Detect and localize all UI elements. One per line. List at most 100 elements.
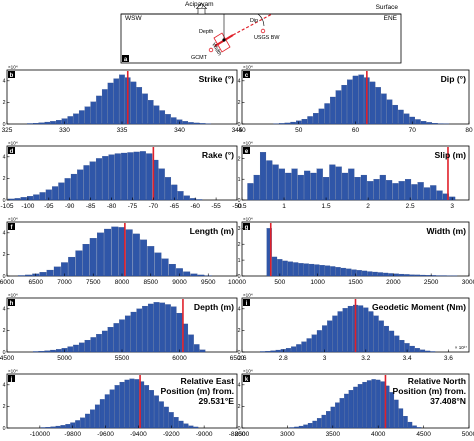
bar — [55, 425, 61, 429]
y-tick-label: 4 — [3, 155, 6, 161]
bar — [373, 179, 380, 201]
bar — [114, 153, 121, 201]
x-tick-label: 345 — [232, 127, 243, 134]
y-tick-label: 2 — [238, 100, 241, 106]
chart-title: Depth (m) — [194, 302, 234, 312]
bar — [101, 89, 108, 125]
town-label: Acipayam — [185, 1, 214, 8]
bar — [407, 421, 413, 429]
bar — [8, 198, 15, 201]
bar — [327, 320, 333, 353]
bar — [362, 381, 367, 429]
bar — [64, 178, 71, 201]
panel-label-box — [122, 55, 129, 62]
bar — [362, 270, 368, 277]
bar — [311, 334, 317, 353]
schematic-frame — [120, 13, 402, 64]
bar — [107, 82, 114, 125]
bar — [271, 256, 278, 277]
bar — [109, 389, 115, 429]
bar — [84, 339, 91, 353]
bar — [70, 173, 77, 201]
y-tick-label: 0 — [3, 350, 6, 356]
bar — [323, 177, 330, 201]
bar — [373, 315, 379, 353]
y-exponent: ×10⁴ — [8, 369, 18, 374]
bar — [111, 226, 119, 277]
y-tick-label: 1 — [238, 177, 241, 183]
x-tick-label: 1000 — [310, 279, 325, 286]
bar — [314, 264, 320, 277]
bar — [297, 174, 304, 201]
bar — [363, 307, 369, 353]
bar — [119, 74, 125, 125]
bar — [154, 395, 159, 429]
x-tick-label: 4000 — [371, 431, 386, 438]
bar — [312, 420, 317, 429]
x-tick-label: -9800 — [64, 431, 81, 438]
bar — [183, 195, 190, 201]
bar — [354, 177, 361, 201]
bar — [403, 415, 408, 429]
bar — [134, 379, 140, 429]
bar — [277, 259, 283, 277]
y-tick-label: 4 — [238, 307, 241, 313]
bar — [337, 311, 343, 353]
bar — [386, 180, 393, 201]
bar — [335, 166, 342, 201]
bar — [196, 199, 203, 201]
y-exponent: ×10⁴ — [243, 65, 253, 70]
bar — [266, 228, 272, 277]
bar — [301, 341, 307, 353]
x-tick-label: -9200 — [163, 431, 180, 438]
chart-title: Slip (m) — [434, 150, 466, 160]
bar — [416, 427, 422, 429]
bar — [193, 344, 200, 353]
bar — [39, 272, 47, 277]
bar — [130, 81, 137, 125]
x-tick-label: -10000 — [30, 431, 51, 438]
y-tick-label: 0 — [3, 274, 6, 280]
x-tick-label: 2.6 — [237, 355, 246, 362]
histogram-f: 6000 6500 7000 7500 8000 8500 9000 9500 10000024… — [0, 217, 246, 287]
x-tick-label: 1 — [282, 203, 286, 210]
x-tick-label: 80 — [465, 127, 473, 134]
x-tick-label: -70 — [149, 203, 159, 210]
bar — [335, 267, 341, 277]
y-tick-label: 0 — [238, 350, 241, 356]
bar — [394, 399, 399, 429]
bar — [38, 351, 45, 353]
bar — [80, 417, 85, 429]
bar — [414, 348, 420, 353]
y-exponent: ×10⁴ — [243, 141, 253, 146]
bar — [129, 378, 135, 429]
bar — [139, 151, 146, 201]
bar — [388, 273, 394, 277]
bar — [46, 269, 54, 277]
surface-label: Surface — [376, 4, 399, 11]
bar — [90, 409, 95, 429]
x-tick-label: -50 — [232, 203, 242, 210]
bar — [375, 379, 381, 429]
y-exponent: ×10⁴ — [8, 293, 18, 298]
bar — [307, 116, 313, 125]
bar — [369, 81, 376, 125]
bar — [253, 174, 260, 201]
dip-arc — [257, 13, 265, 27]
bar — [393, 273, 399, 277]
bar — [398, 181, 405, 201]
bar — [372, 271, 378, 277]
bar — [178, 420, 184, 429]
bar — [313, 113, 319, 125]
bar — [389, 392, 395, 429]
x-tick-label: -60 — [190, 203, 200, 210]
bar — [75, 420, 81, 429]
bar — [158, 168, 165, 201]
x-tick-label: -95 — [44, 203, 54, 210]
bar — [358, 74, 364, 125]
bar — [170, 117, 177, 125]
bar — [45, 427, 51, 429]
bar — [121, 152, 128, 201]
